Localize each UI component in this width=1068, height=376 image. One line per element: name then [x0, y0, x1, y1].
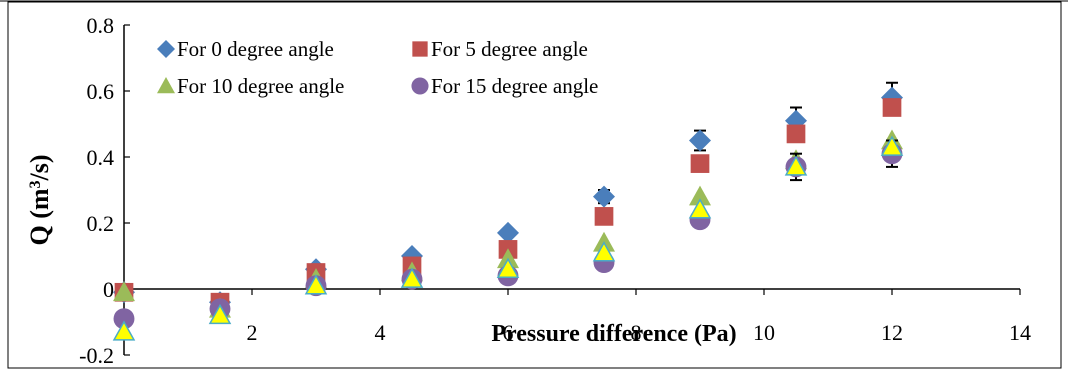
data-point — [113, 308, 135, 330]
y-tick-label: 0.8 — [87, 13, 115, 38]
legend: For 0 degree angle For 5 degree angle For … — [157, 37, 598, 98]
data-point — [880, 135, 904, 156]
data-point — [690, 154, 710, 173]
y-axis-label-end: /s) — [25, 154, 54, 181]
axes: -0.200.20.40.60.802468101214 — [79, 13, 1031, 368]
plot-area — [112, 81, 904, 341]
data-point — [496, 257, 520, 278]
x-tick-label: 6 — [503, 320, 514, 345]
y-tick-label: 0 — [103, 277, 114, 302]
legend-marker — [411, 77, 429, 95]
data-point — [208, 303, 232, 325]
series-4 — [112, 135, 904, 341]
y-axis-label-superscript: 3 — [27, 180, 44, 188]
x-tick-label: 10 — [753, 320, 775, 345]
x-tick-label: 4 — [375, 320, 386, 345]
data-point — [593, 185, 615, 208]
data-point — [112, 320, 136, 341]
data-point — [784, 155, 808, 176]
x-tick-label: 12 — [881, 320, 903, 345]
data-point — [113, 281, 135, 302]
x-tick-label: 8 — [631, 320, 642, 345]
legend-marker — [157, 77, 175, 94]
legend-label: For 15 degree angle — [431, 74, 598, 98]
chart-frame — [7, 1, 1062, 369]
data-point — [882, 98, 902, 117]
data-point — [689, 129, 711, 152]
data-point — [688, 198, 712, 219]
y-tick-label: 0.2 — [87, 211, 115, 236]
legend-label: For 5 degree angle — [431, 37, 588, 61]
data-point — [497, 221, 519, 244]
legend-marker — [157, 40, 175, 58]
data-point — [400, 267, 424, 288]
legend-label: For 10 degree angle — [177, 74, 344, 98]
data-point — [592, 241, 616, 262]
x-tick-label: 14 — [1009, 320, 1031, 345]
y-axis-label-main: Q (m — [25, 188, 54, 245]
x-axis-label: Pressure difference (Pa) — [491, 321, 736, 347]
legend-label: For 0 degree angle — [177, 37, 334, 61]
y-tick-label: 0.4 — [87, 145, 115, 170]
data-point — [689, 185, 711, 206]
x-tick-label: 2 — [247, 320, 258, 345]
data-point — [594, 207, 614, 226]
data-point — [304, 274, 328, 295]
y-tick-label: 0.6 — [87, 79, 115, 104]
data-point — [786, 124, 806, 144]
y-axis-label: Q (m3/s) — [25, 154, 54, 245]
legend-marker — [412, 41, 428, 57]
y-tick-label: -0.2 — [79, 343, 114, 368]
